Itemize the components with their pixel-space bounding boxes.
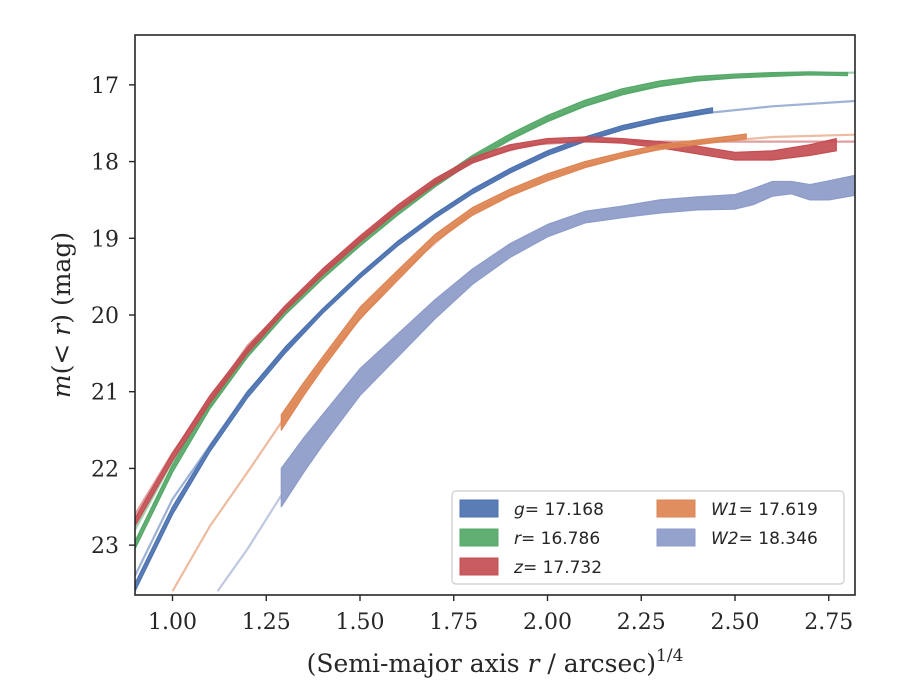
x-axis-label: (Semi-major axis r / arcsec)1/4 xyxy=(307,646,684,678)
y-tick-label: 23 xyxy=(91,534,119,559)
y-axis-label-var: m xyxy=(47,374,76,398)
y-tick-label: 21 xyxy=(91,381,119,406)
x-axis-label-suffix: / arcsec) xyxy=(539,649,656,678)
band-W1 xyxy=(280,133,747,431)
legend-var: z xyxy=(513,558,524,578)
band-g xyxy=(135,107,714,592)
x-axis-label-exponent: 1/4 xyxy=(656,646,683,666)
legend-var: W2 xyxy=(711,529,739,549)
legend-entry-g: g= 17.168 xyxy=(514,500,604,520)
y-axis-label-mid: (< xyxy=(47,336,76,375)
legend-var: W1 xyxy=(711,500,739,520)
y-tick-label: 20 xyxy=(91,304,119,329)
legend-entry-r: r= 16.786 xyxy=(514,529,600,549)
y-axis: 17 18 19 20 21 22 23 xyxy=(91,74,135,559)
legend-swatch-z xyxy=(459,557,499,576)
legend-value: = 17.168 xyxy=(525,500,604,520)
x-axis-label-prefix: (Semi-major axis xyxy=(307,649,528,678)
legend-swatch-W2 xyxy=(656,528,696,547)
x-tick-label: 1.50 xyxy=(336,610,385,635)
y-axis-label-var2: r xyxy=(47,322,76,336)
y-tick-label: 17 xyxy=(91,74,119,99)
y-axis-label: m(< r) (mag) xyxy=(47,232,76,398)
y-tick-label: 19 xyxy=(91,227,119,252)
legend-value: = 17.732 xyxy=(523,558,602,578)
legend-var: r xyxy=(514,529,522,549)
x-tick-label: 2.25 xyxy=(617,610,666,635)
x-axis-label-var: r xyxy=(528,649,542,678)
legend-swatch-r xyxy=(459,528,499,547)
x-tick-label: 1.00 xyxy=(148,610,197,635)
legend-swatch-g xyxy=(459,499,499,518)
y-tick-label: 18 xyxy=(91,151,119,176)
x-tick-label: 1.25 xyxy=(242,610,291,635)
model-curve-W2 xyxy=(216,494,283,592)
x-tick-label: 2.75 xyxy=(804,610,853,635)
band-z xyxy=(135,136,837,527)
y-tick-label: 22 xyxy=(91,457,119,482)
legend-value: = 16.786 xyxy=(521,529,600,549)
legend-var: g xyxy=(514,500,525,520)
series-layer xyxy=(135,71,855,592)
legend-swatch-W1 xyxy=(656,499,696,518)
y-axis-label-suffix: ) (mag) xyxy=(47,232,76,324)
x-axis: 1.00 1.25 1.50 1.75 2.00 2.25 2.50 2.75 xyxy=(148,595,853,635)
legend-value: = 17.619 xyxy=(739,500,818,520)
x-tick-label: 2.00 xyxy=(523,610,572,635)
legend-entry-W1: W1= 17.619 xyxy=(711,500,818,520)
legend-frame xyxy=(451,490,845,585)
legend-entry-W2: W2= 18.346 xyxy=(711,529,818,549)
x-tick-label: 1.75 xyxy=(429,610,478,635)
band-W2 xyxy=(280,174,855,508)
legend-value: = 18.346 xyxy=(739,529,818,549)
legend-entry-z: z= 17.732 xyxy=(513,558,602,578)
x-tick-label: 2.50 xyxy=(711,610,760,635)
